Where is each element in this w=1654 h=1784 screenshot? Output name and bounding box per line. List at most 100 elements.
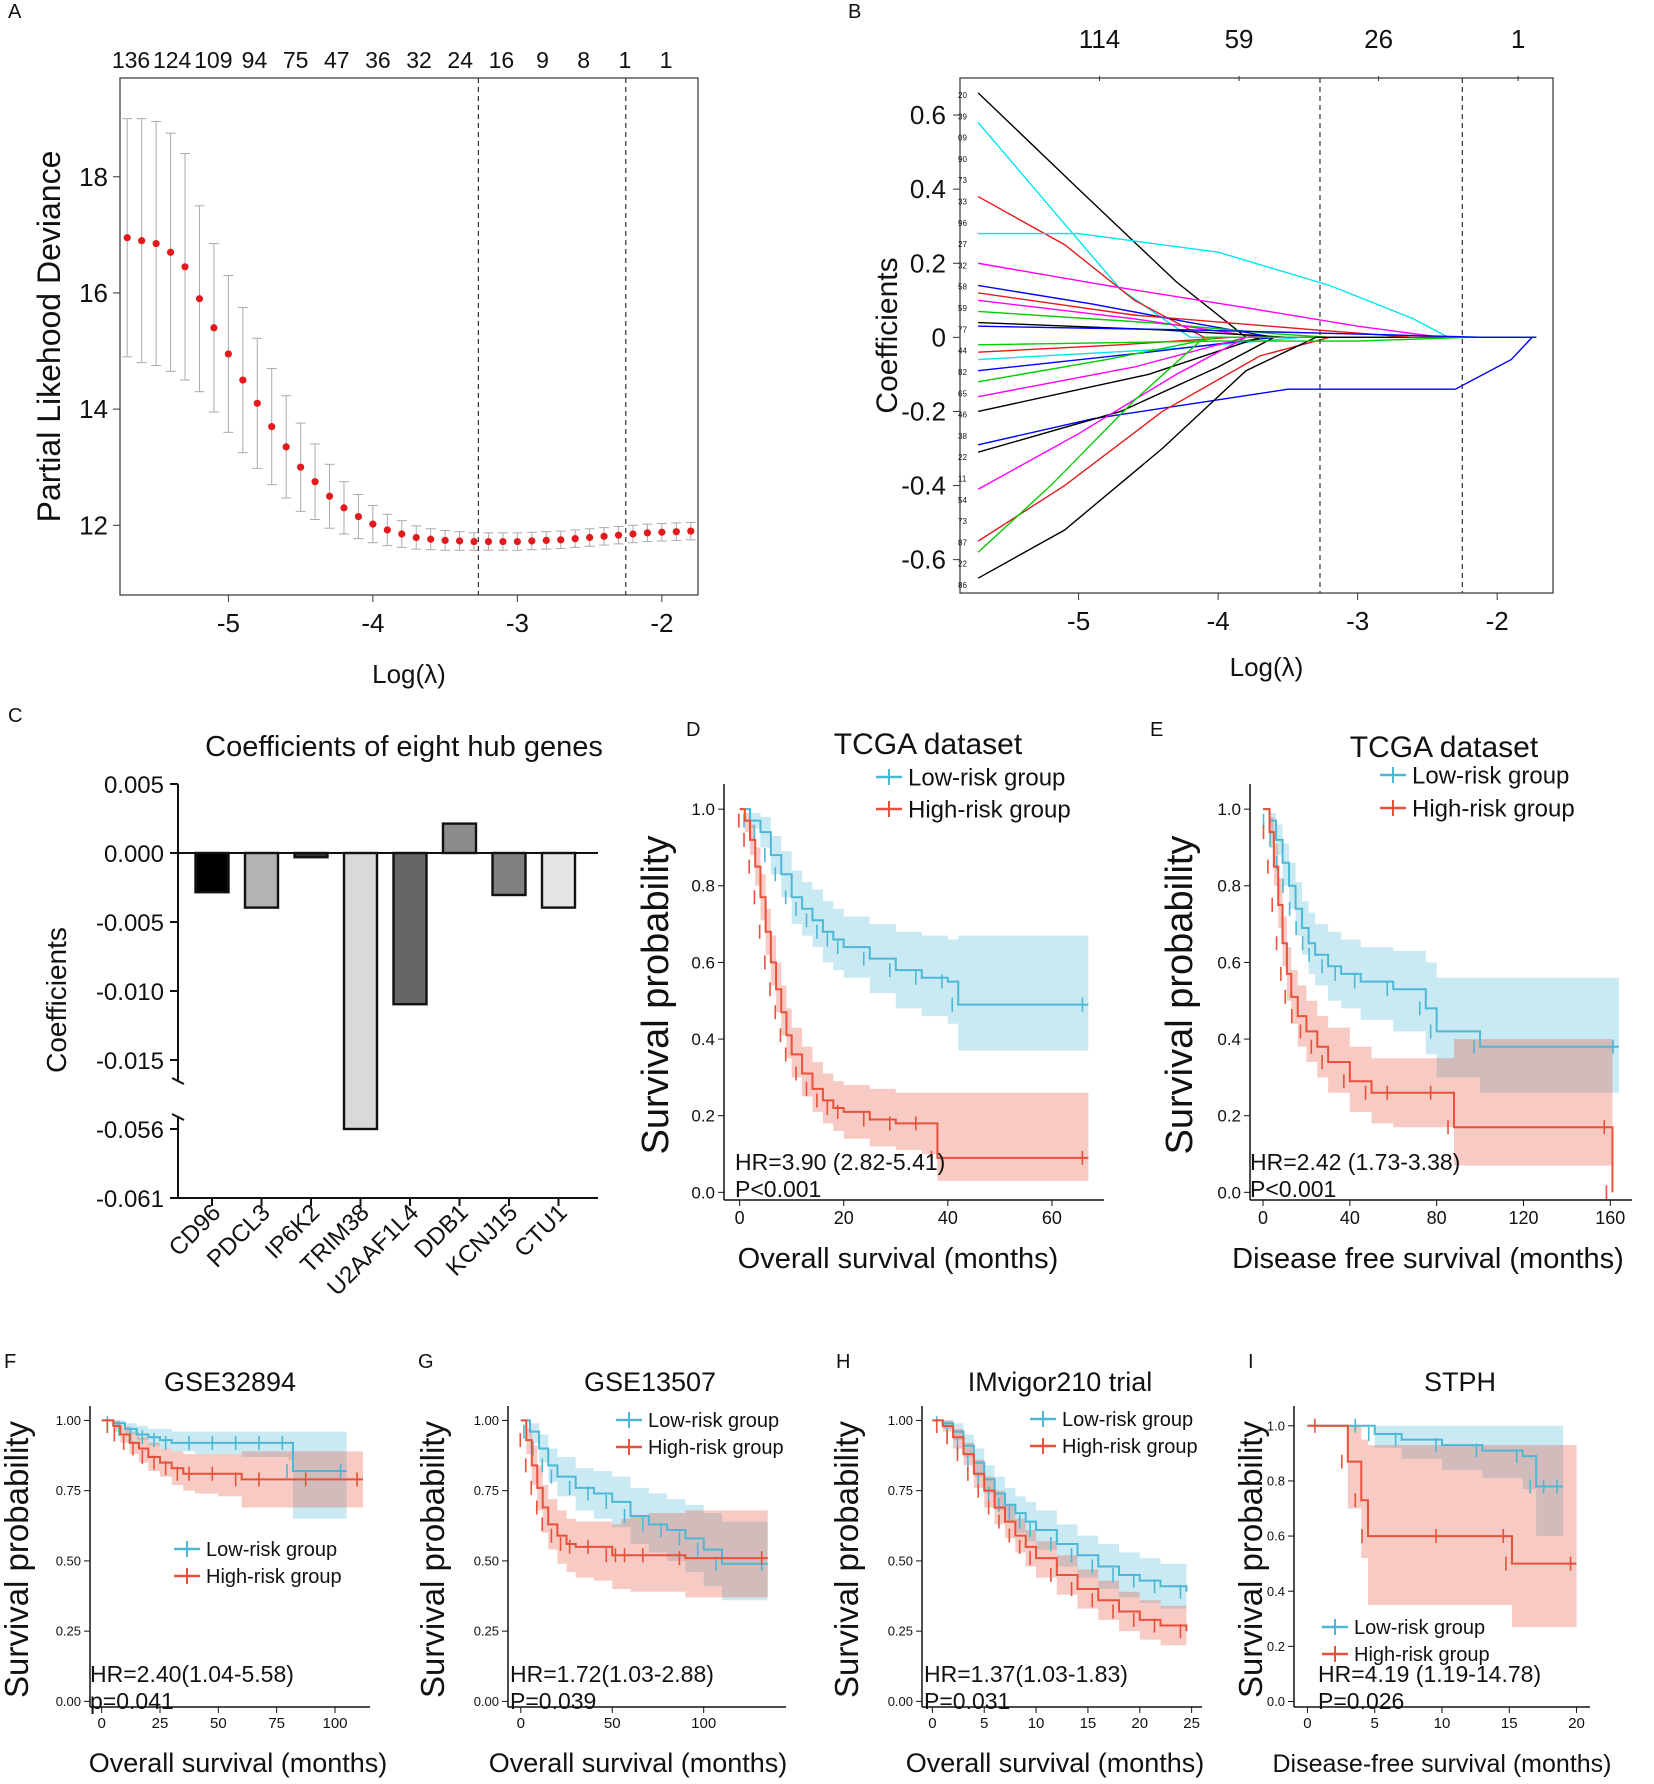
y-tick-label: 0.4 xyxy=(910,174,946,204)
y-tick-label: 12 xyxy=(79,510,108,540)
y-tick-label: 0.25 xyxy=(888,1624,913,1639)
ci-band xyxy=(101,1420,364,1508)
y-tick-label: 0.75 xyxy=(474,1483,499,1498)
survival-curve xyxy=(739,808,1089,1006)
x-tick-label: 120 xyxy=(1508,1208,1538,1228)
x-axis-title: Overall survival (months) xyxy=(489,1748,788,1778)
x-tick-label: 0 xyxy=(735,1208,745,1228)
data-point xyxy=(354,512,363,521)
y-tick-label: 14 xyxy=(79,394,108,424)
y-tick-label: 0.6 xyxy=(1267,1529,1285,1544)
top-axis-label: 1 xyxy=(618,47,631,73)
y-axis-title: Partial Likehood Deviance xyxy=(31,151,67,523)
path-label: 59 xyxy=(958,304,967,313)
top-axis-label: 26 xyxy=(1364,24,1393,54)
data-point xyxy=(499,537,507,546)
survival-curve xyxy=(739,808,1089,1159)
path-label: 58 xyxy=(958,283,967,292)
top-axis-label: 1 xyxy=(660,47,673,73)
annotation: P=0.031 xyxy=(924,1688,1010,1714)
chart-title: IMvigor210 trial xyxy=(968,1367,1153,1397)
x-axis-title: Overall survival (months) xyxy=(89,1748,388,1778)
survival-curve xyxy=(520,1419,768,1560)
chart-title: GSE32894 xyxy=(164,1367,296,1397)
data-point xyxy=(455,537,464,545)
data-point xyxy=(614,531,623,539)
path-label: 54 xyxy=(958,496,967,505)
x-tick-label: 50 xyxy=(604,1715,621,1732)
legend-label: Low-risk group xyxy=(1062,1409,1193,1431)
ci-band xyxy=(101,1420,347,1519)
ci-band xyxy=(1263,809,1619,1093)
data-point xyxy=(658,528,666,536)
chart-title: TCGA dataset xyxy=(834,728,1023,761)
legend-label: Low-risk group xyxy=(908,765,1065,792)
panel-b: 20 39 09 90 73 33 96 27 32 58 59 77 44 82 65 46 38 22 11 54… xyxy=(871,24,1554,682)
data-point xyxy=(571,535,579,543)
panel-g: 0 50 100 0.00 0.25 0.50 0.75 1.00 GSE13507 Overal… xyxy=(414,1367,787,1778)
x-tick-label: 100 xyxy=(322,1715,347,1732)
data-point xyxy=(239,376,247,384)
y-tick-label: 0.50 xyxy=(474,1553,499,1568)
panel-letter-g: G xyxy=(418,1351,434,1373)
legend-label: Low-risk group xyxy=(1354,1617,1485,1639)
path-label: 32 xyxy=(958,261,967,270)
x-tick-label: 25 xyxy=(152,1715,169,1732)
top-axis-label: 136 xyxy=(112,47,150,73)
coef-path xyxy=(977,92,1537,339)
x-tick-label: -3 xyxy=(506,608,529,638)
x-tick-label: 50 xyxy=(210,1715,227,1732)
path-label: 39 xyxy=(958,112,967,121)
x-tick-label: 80 xyxy=(1427,1208,1447,1228)
x-tick-label: 20 xyxy=(1568,1715,1585,1732)
legend-label: Low-risk group xyxy=(206,1539,337,1561)
plot-frame xyxy=(959,77,1554,594)
x-tick-label: 5 xyxy=(980,1715,988,1732)
annotation: P=0.039 xyxy=(510,1688,596,1714)
y-tick-label: 0.50 xyxy=(888,1553,913,1568)
x-tick-label: 75 xyxy=(268,1715,285,1732)
bar-ip6k2 xyxy=(293,851,329,859)
path-label: 22 xyxy=(958,453,967,462)
ci-band xyxy=(1263,809,1613,1193)
y-tick-label: 0.8 xyxy=(1267,1473,1285,1488)
data-point xyxy=(268,422,276,431)
chart-title: STPH xyxy=(1424,1367,1496,1397)
data-point xyxy=(600,532,608,540)
y-tick-label: 0.50 xyxy=(56,1553,81,1568)
y-tick-label: 0.0 xyxy=(1217,1183,1241,1202)
y-tick-label: 0.6 xyxy=(691,953,715,972)
path-label: 82 xyxy=(958,368,967,377)
y-tick-label: 0.4 xyxy=(691,1030,715,1049)
x-tick-label: 25 xyxy=(1183,1715,1200,1732)
annotation: p=0.041 xyxy=(90,1688,174,1714)
panel-c: 0.005 0.000 -0.005 -0.010 -0.015 -0.056 -0.061… xyxy=(41,731,603,1301)
x-tick-label: -5 xyxy=(217,608,240,638)
x-tick-label: 40 xyxy=(1340,1208,1360,1228)
annotation: HR=2.40(1.04-5.58) xyxy=(90,1661,294,1687)
x-tick-label: 0 xyxy=(1258,1208,1268,1228)
chart-title: Coefficients of eight hub genes xyxy=(205,731,603,763)
panel-letter-h: H xyxy=(836,1351,850,1373)
coef-path xyxy=(978,232,1537,339)
y-tick-label: 0.2 xyxy=(1267,1639,1285,1654)
annotation: HR=4.19 (1.19-14.78) xyxy=(1318,1661,1541,1687)
chart-title: TCGA dataset xyxy=(1350,731,1539,764)
ci-band xyxy=(739,809,1089,1051)
data-point xyxy=(643,529,652,537)
panel-f: 0 25 50 75 100 0.00 0.25 0.50 0.75 1.00 GSE32894 Ov… xyxy=(0,1367,387,1778)
data-point xyxy=(253,399,261,407)
panel-i: 0 5 10 15 20 0.0 0.2 0.4 0.6 0.8 1.0 STPH Disease-fr… xyxy=(1232,1367,1612,1778)
x-tick-label: 15 xyxy=(1080,1715,1097,1732)
top-axis-label: 1 xyxy=(1511,24,1525,54)
x-tick-label: 5 xyxy=(1371,1715,1379,1732)
data-point xyxy=(557,536,565,544)
data-point xyxy=(210,324,218,332)
survival-curve xyxy=(101,1419,363,1481)
y-tick-label: 0.2 xyxy=(691,1107,715,1126)
y-axis-title: Survival probability xyxy=(414,1421,451,1698)
panel-letter-b: B xyxy=(848,1,861,23)
y-tick-label: 0.25 xyxy=(56,1624,81,1639)
